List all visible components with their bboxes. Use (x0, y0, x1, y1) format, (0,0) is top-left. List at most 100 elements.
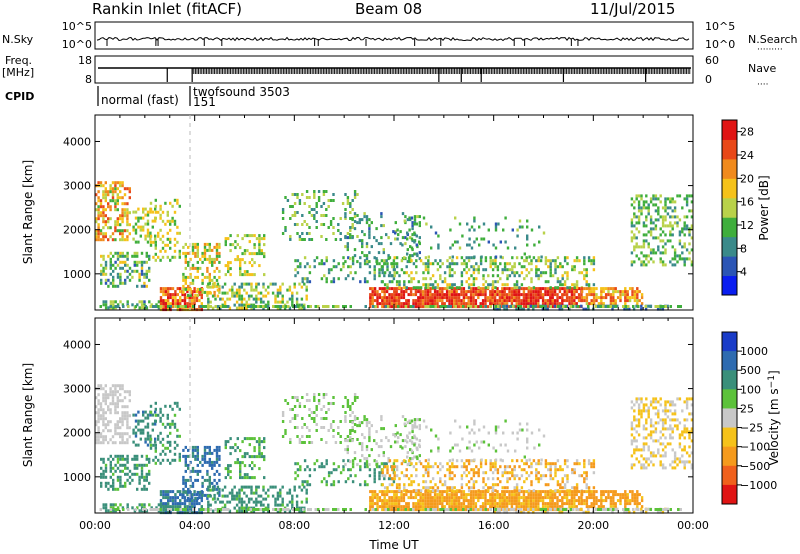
velocity-cell (169, 404, 172, 408)
power-cell (365, 215, 369, 219)
velocity-cell (123, 432, 127, 436)
velocity-cell (121, 417, 124, 421)
velocity-cell (145, 457, 148, 461)
velocity-cell (510, 496, 514, 500)
velocity-cell (104, 484, 108, 488)
power-cell (590, 293, 593, 297)
power-cell (206, 275, 209, 279)
power-cell (119, 254, 122, 258)
velocity-cell (477, 499, 480, 503)
power-cell (501, 287, 504, 291)
power-cell (520, 299, 523, 303)
power-cell (647, 209, 650, 213)
power-cell (119, 266, 122, 270)
power-cell (191, 278, 195, 282)
velocity-cell (407, 505, 410, 509)
velocity-cell (313, 399, 316, 402)
power-cell (298, 238, 302, 241)
power-cell (294, 274, 297, 278)
power-cell (506, 283, 509, 287)
power-cell (154, 237, 157, 241)
power-cell (121, 260, 124, 264)
power-cell (683, 215, 686, 219)
velocity-cell (102, 472, 105, 476)
power-cell (187, 251, 190, 255)
power-cell (673, 248, 677, 252)
power-cell (388, 256, 392, 260)
power-cell (97, 226, 100, 230)
power-cell (491, 262, 495, 266)
power-cell (652, 203, 655, 207)
velocity-cell (184, 460, 187, 464)
power-cell (116, 263, 120, 267)
power-cell (169, 305, 172, 308)
power-cell (107, 220, 110, 224)
velocity-cell (363, 480, 367, 484)
power-cell (243, 270, 247, 274)
power-cell (462, 299, 466, 303)
power-cell (126, 235, 129, 239)
power-cell (107, 190, 110, 194)
power-cell (349, 211, 352, 214)
power-cell (526, 243, 529, 247)
velocity-cell (325, 417, 328, 420)
power-cell (424, 293, 427, 297)
power-cell (227, 267, 230, 271)
power-cell (154, 204, 157, 208)
power-cell (666, 239, 670, 243)
power-cell (654, 305, 657, 308)
power-cell (263, 252, 266, 256)
velocity-cell (322, 426, 326, 429)
power-cell (688, 230, 691, 234)
velocity-cell (126, 506, 129, 510)
power-cell (313, 217, 316, 220)
power-cell (161, 246, 165, 250)
power-cell (390, 299, 394, 303)
velocity-cell (305, 393, 309, 396)
velocity-cell (173, 452, 177, 456)
power-cell (513, 271, 516, 275)
power-cell (406, 248, 409, 252)
power-cell (301, 223, 304, 226)
velocity-cell (151, 422, 154, 426)
cpid-strip: CPID normal (fast) twofsound 3503 151 (5, 85, 290, 109)
power-cell (381, 305, 384, 309)
velocity-cell (149, 443, 153, 447)
velocity-cell (351, 439, 354, 443)
velocity-cell (441, 502, 444, 506)
power-cell (637, 257, 641, 261)
velocity-cell (166, 413, 169, 417)
power-cell (189, 281, 192, 285)
power-cell (690, 224, 694, 228)
power-cell (649, 233, 653, 237)
power-cell (554, 265, 557, 269)
power-cell (404, 215, 407, 219)
power-cell (510, 302, 514, 306)
velocity-cell (167, 505, 170, 509)
power-cell (661, 251, 665, 255)
velocity-cell (383, 493, 386, 497)
power-cell (227, 305, 230, 308)
velocity-cell (260, 452, 263, 456)
power-cell (325, 190, 328, 193)
power-cell (407, 259, 411, 263)
power-cell (405, 271, 408, 275)
velocity-cell (402, 493, 406, 497)
power-cell (512, 305, 515, 308)
velocity-cell (102, 435, 105, 439)
power-cell (640, 293, 644, 297)
power-cell (191, 245, 195, 249)
power-cell (123, 187, 127, 191)
power-cell (628, 296, 632, 300)
velocity-cell (159, 416, 162, 420)
power-cell (406, 231, 409, 235)
velocity-cell (187, 478, 190, 482)
power-cell (234, 258, 237, 262)
velocity-cell (209, 488, 212, 492)
power-cell (121, 181, 124, 185)
power-cell (104, 300, 108, 304)
power-cell (387, 274, 391, 278)
velocity-cell (411, 436, 414, 440)
power-cell (378, 274, 381, 278)
power-cell (659, 227, 662, 231)
